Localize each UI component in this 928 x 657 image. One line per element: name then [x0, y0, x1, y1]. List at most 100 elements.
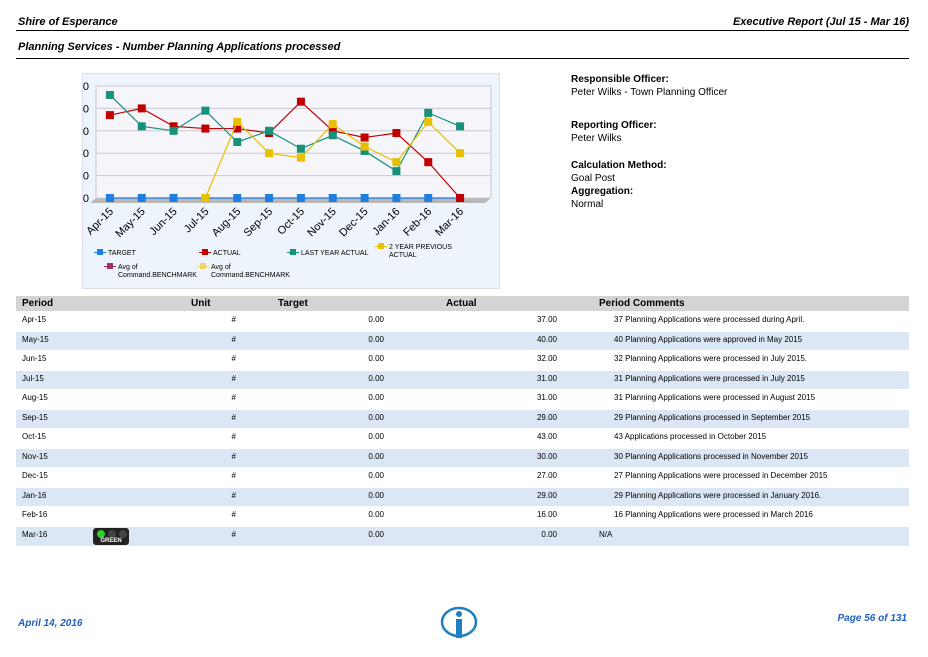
- target-cell: 0.00: [256, 369, 386, 390]
- comment-cell: 29 Planning Applications were processed …: [561, 486, 909, 507]
- legend-swatch: [202, 249, 208, 255]
- table-row: Feb-16 #0.00 16.00 16 Planning Applications…: [16, 506, 909, 526]
- point-marker: [137, 122, 146, 131]
- period-cell: Mar-16 GREEN: [16, 525, 141, 546]
- info-label: Responsible Officer:: [571, 74, 669, 85]
- y-tick-label: 0: [83, 193, 89, 205]
- x-tick-label: Nov-15: [305, 206, 339, 240]
- target-cell: 0.00: [256, 428, 386, 448]
- point-marker: [265, 126, 274, 135]
- table-row: Sep-15 #0.00 29.00 29 Planning Applications…: [16, 408, 909, 429]
- unit-cell: #: [141, 447, 256, 468]
- y-tick-label: 10: [83, 171, 89, 183]
- actual-cell: 32.00: [386, 350, 561, 370]
- unit-cell: #: [141, 408, 256, 429]
- legend-label: Avg of Command.BENCHMARK: [211, 264, 290, 279]
- target-cell: 0.00: [256, 525, 386, 546]
- info-value: Normal: [571, 199, 604, 210]
- period-cell: Jul-15: [16, 369, 141, 390]
- actual-cell: 30.00: [386, 447, 561, 468]
- x-tick-label: Oct-15: [275, 206, 307, 238]
- point-marker: [360, 194, 369, 202]
- column-header: Target: [256, 296, 386, 312]
- legend-entry: ACTUAL: [199, 249, 293, 258]
- org-name: Shire of Esperance: [18, 16, 118, 28]
- point-marker: [233, 117, 242, 126]
- table-row: Jan-16 #0.00 29.00 29 Planning Applications…: [16, 486, 909, 507]
- y-tick-label: 40: [83, 103, 89, 115]
- period-cell: Sep-15: [16, 408, 141, 429]
- x-tick-label: Mar-16: [433, 206, 466, 239]
- table-row: Apr-15 #0.00 37.00 37 Planning Applications…: [16, 311, 909, 331]
- actual-cell: 31.00: [386, 369, 561, 390]
- footer-date: April 14, 2016: [18, 618, 83, 629]
- point-marker: [233, 124, 242, 133]
- rule: [16, 58, 909, 59]
- point-marker: [424, 158, 433, 167]
- comment-cell: 43 Applications processed in October 201…: [561, 428, 909, 448]
- info-value: Peter Wilks - Town Planning Officer: [571, 87, 728, 98]
- table-row: Nov-15 #0.00 30.00 30 Planning Applications…: [16, 447, 909, 468]
- actual-cell: 40.00: [386, 330, 561, 351]
- series-line: [109, 94, 461, 172]
- point-marker: [328, 126, 337, 135]
- legend-entry: 2 YEAR PREVIOUS ACTUAL: [375, 243, 467, 260]
- comment-cell: 31 Planning Applications were processed …: [561, 369, 909, 390]
- status-label: GREEN: [100, 537, 122, 544]
- point-marker: [328, 120, 337, 129]
- column-header: Actual: [386, 296, 561, 312]
- comment-cell: 27 Planning Applications were processed …: [561, 467, 909, 487]
- actual-cell: 16.00: [386, 506, 561, 526]
- point-marker: [456, 122, 465, 131]
- target-cell: 0.00: [256, 467, 386, 487]
- point-marker: [328, 131, 337, 140]
- column-header: Unit: [141, 296, 256, 312]
- point-marker: [201, 194, 210, 202]
- legend-label: 2 YEAR PREVIOUS ACTUAL: [389, 244, 452, 259]
- actual-cell: 43.00: [386, 428, 561, 448]
- info-label: Aggregation:: [571, 186, 634, 197]
- legend-swatch: [97, 249, 103, 255]
- table-row: Aug-15 #0.00 31.00 31 Planning Applications…: [16, 389, 909, 409]
- comment-cell: 31 Planning Applications were processed …: [561, 389, 909, 409]
- legend-label: Avg of Command.BENCHMARK: [118, 264, 197, 279]
- point-marker: [424, 117, 433, 126]
- comment-cell: 40 Planning Applications were approved i…: [561, 330, 909, 351]
- header-row: Period Unit Target Actual Period Comments: [16, 296, 909, 312]
- data-table: Period Unit Target Actual Period Comments Apr…: [16, 296, 909, 546]
- info-label: Calculation Method:: [571, 160, 667, 171]
- table-row: May-15 #0.00 40.00 40 Planning Applications…: [16, 330, 909, 351]
- comment-cell: N/A: [561, 525, 909, 546]
- legend-entry: Avg of Command.BENCHMARK: [104, 263, 198, 280]
- legend-label: LAST YEAR ACTUAL: [301, 250, 369, 257]
- unit-cell: #: [141, 525, 256, 546]
- target-cell: 0.00: [256, 506, 386, 526]
- point-marker: [137, 194, 146, 202]
- point-marker: [360, 142, 369, 151]
- legend-swatch: [290, 249, 296, 255]
- target-cell: 0.00: [256, 350, 386, 370]
- back-wall: [95, 85, 492, 199]
- period-cell: Aug-15: [16, 389, 141, 409]
- legend-swatch: [107, 263, 113, 269]
- point-marker: [105, 194, 114, 202]
- unit-cell: #: [141, 486, 256, 507]
- point-marker: [169, 194, 178, 202]
- legend-label: TARGET: [108, 250, 136, 257]
- period-cell: May-15: [16, 330, 141, 351]
- x-tick-label: Jan-16: [370, 206, 402, 238]
- x-tick-label: May-15: [113, 206, 147, 240]
- unit-cell: #: [141, 506, 256, 526]
- x-tick-label: Jul-15: [182, 206, 212, 236]
- x-tick-label: Jun-15: [147, 206, 179, 238]
- period-cell: Jan-16: [16, 486, 141, 507]
- period-cell: Jun-15: [16, 350, 141, 370]
- lamp: [108, 529, 116, 538]
- target-cell: 0.00: [256, 389, 386, 409]
- unit-cell: #: [141, 330, 256, 351]
- legend-entry: LAST YEAR ACTUAL: [287, 249, 381, 258]
- comment-cell: 16 Planning Applications were processed …: [561, 506, 909, 526]
- unit-cell: #: [141, 311, 256, 331]
- point-marker: [424, 108, 433, 117]
